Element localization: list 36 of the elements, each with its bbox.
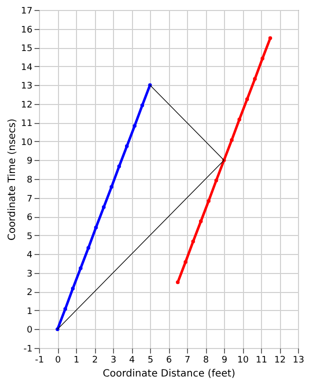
y-tick-label: 15 [21,44,32,54]
y-tick-label: 16 [21,25,33,36]
y-tick-label: 1 [26,306,32,317]
y-tick-label: 13 [21,82,32,92]
x-tick-label: 13 [292,356,304,366]
x-tick-label: 4 [129,356,136,366]
y-tick-label: 12 [21,100,32,110]
y-tick-label: 4 [26,250,33,261]
x-tick-label: 10 [237,356,249,366]
y-tick-label: 11 [21,119,32,130]
x-tick-label: -1 [35,356,44,366]
y-tick-label: 9 [26,156,33,167]
x-axis-title: Coordinate Distance (feet) [102,368,236,380]
x-tick-label: 8 [203,356,210,366]
x-tick-label: 7 [184,356,190,366]
x-tick-label: 2 [92,356,98,366]
y-tick-label: 17 [21,6,32,16]
y-tick-label: 6 [26,213,33,224]
y-tick-label: 8 [26,176,33,186]
y-tick-label: 3 [26,269,32,280]
x-tick-label: 1 [74,356,80,366]
x-tick-label: 9 [222,356,228,366]
x-tick-label: 6 [166,356,172,366]
y-tick-label: 5 [26,232,32,242]
y-tick-label: 10 [21,138,33,148]
y-axis-title: Coordinate Time (nsecs) [7,118,18,240]
y-tick-label: 7 [26,194,32,204]
x-tick-label: 11 [256,356,268,366]
x-tick-label: 3 [110,356,116,366]
y-tick-label: -1 [24,344,32,354]
x-tick-label: 0 [55,356,62,366]
y-tick-label: 0 [26,326,33,336]
y-tick-label: 2 [26,288,32,298]
y-tick-label: 14 [21,62,33,73]
x-tick-label: 5 [148,356,154,366]
x-tick-label: 12 [274,356,286,366]
